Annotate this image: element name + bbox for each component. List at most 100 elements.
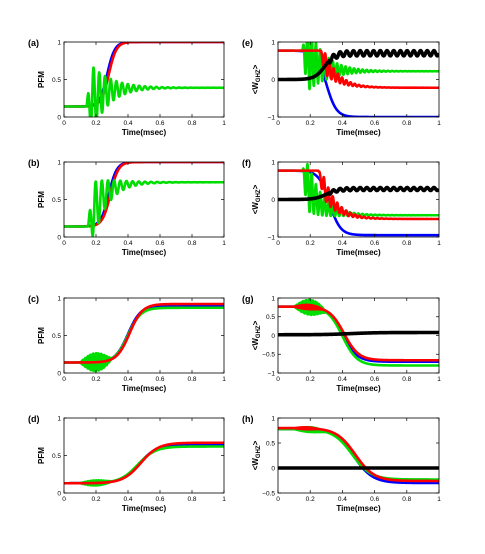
y-tick-label: 0	[57, 114, 61, 121]
series-line-4	[278, 185, 439, 202]
series-line-2	[278, 425, 439, 481]
x-tick-label: 0.4	[123, 496, 132, 503]
y-tick-label: 1	[271, 159, 275, 166]
y-tick-label: 1	[271, 39, 275, 46]
x-axis-label: Time(msec)	[122, 128, 167, 137]
x-tick-label: 0.6	[155, 496, 164, 503]
panel-c: 0 0.2 0.4 0.6 0.8 1 0 0.5 1 Time(msec) PFM (c)	[28, 294, 226, 393]
x-tick-label: 0.6	[370, 240, 379, 247]
x-axis-label: Time(msec)	[122, 248, 167, 257]
x-tick-label: 0.6	[370, 496, 379, 503]
y-tick-label: 0	[57, 490, 61, 497]
y-tick-label: 0.5	[266, 440, 275, 447]
x-tick-label: 0.8	[187, 496, 196, 503]
series-line-4	[278, 48, 439, 82]
x-tick-label: 0.4	[338, 496, 347, 503]
x-tick-label: 0.6	[155, 120, 164, 127]
x-tick-label: 1	[437, 240, 441, 247]
series-line-3	[278, 426, 439, 483]
y-tick-label: 0	[271, 333, 275, 340]
x-axis-label: Time(msec)	[336, 504, 381, 513]
series-line-3	[64, 441, 224, 485]
x-tick-label: 0	[62, 240, 66, 247]
x-tick-label: 0	[62, 496, 66, 503]
series-line-3	[64, 66, 224, 117]
x-axis-label: Time(msec)	[336, 384, 381, 393]
series-line-1	[278, 427, 439, 485]
panel-g: 0 0.2 0.4 0.6 0.8 1 −1 −0.5 0 0.5 1 Time(msec) <WGHZ…	[242, 294, 441, 393]
x-tick-label: 0.2	[306, 240, 315, 247]
x-tick-label: 0.8	[402, 120, 411, 127]
x-tick-label: 0.2	[91, 496, 100, 503]
y-tick-label: 1	[271, 415, 275, 422]
panel-label: (h)	[242, 414, 254, 424]
y-axis-label: PFM	[37, 71, 46, 88]
y-tick-label: 1	[57, 159, 61, 166]
y-tick-label: 0.5	[266, 314, 275, 321]
x-tick-label: 1	[222, 496, 226, 503]
series-line-3	[64, 302, 224, 364]
y-tick-label: −0.5	[262, 352, 275, 359]
x-tick-label: 0.4	[123, 376, 132, 383]
panel-label: (a)	[28, 38, 39, 48]
x-tick-label: 0	[276, 120, 280, 127]
x-tick-label: 0.4	[338, 120, 347, 127]
x-tick-label: 0	[276, 240, 280, 247]
x-tick-label: 1	[222, 240, 226, 247]
series-line-2	[278, 42, 439, 91]
x-tick-label: 0.8	[187, 120, 196, 127]
panel-a: 0 0.2 0.4 0.6 0.8 1 0 0.5 1 Time(msec) PFM (a)	[28, 38, 226, 137]
series-line-2	[64, 445, 224, 487]
x-tick-label: 0.8	[402, 496, 411, 503]
y-tick-label: −1	[268, 234, 276, 241]
panel-label: (f)	[242, 158, 251, 168]
y-tick-label: −1	[268, 114, 276, 121]
series-line-3	[278, 49, 439, 90]
series-line-2	[64, 306, 224, 373]
x-tick-label: 0	[62, 120, 66, 127]
y-axis-label: <WGHZ>	[251, 440, 262, 470]
series-line-3	[278, 303, 439, 362]
x-tick-label: 0.2	[91, 376, 100, 383]
x-tick-label: 0.2	[91, 240, 100, 247]
y-tick-label: 0.5	[52, 333, 61, 340]
y-tick-label: 0.5	[52, 77, 61, 84]
series-line-3	[278, 169, 439, 221]
panel-label: (d)	[28, 414, 40, 424]
panel-d: 0 0.2 0.4 0.6 0.8 1 0 0.5 1 Time(msec) PFM (d)	[28, 414, 226, 513]
x-tick-label: 0.4	[123, 120, 132, 127]
x-tick-label: 1	[437, 120, 441, 127]
y-tick-label: 1	[57, 39, 61, 46]
series-line-1	[64, 442, 224, 485]
x-tick-label: 1	[437, 376, 441, 383]
y-tick-label: 0.5	[52, 453, 61, 460]
y-tick-label: −0.5	[262, 490, 275, 497]
x-tick-label: 1	[222, 376, 226, 383]
panel-h: 0 0.2 0.4 0.6 0.8 1−0.500.51Time(msec)<WGHZ>(…	[242, 414, 441, 513]
series-line-1	[278, 169, 439, 237]
x-tick-label: 0.2	[306, 496, 315, 503]
series-line-2	[278, 298, 439, 367]
y-tick-label: 0	[271, 77, 275, 84]
x-tick-label: 0	[276, 496, 280, 503]
x-tick-label: 0.4	[338, 376, 347, 383]
y-tick-label: 0	[57, 370, 61, 377]
panel-label: (c)	[28, 294, 39, 304]
y-tick-label: 1	[271, 295, 275, 302]
y-tick-label: 0	[271, 465, 275, 472]
x-tick-label: 0.8	[402, 240, 411, 247]
y-axis-label: <WGHZ>	[251, 184, 262, 214]
x-tick-label: 0.4	[123, 240, 132, 247]
plot-frame	[277, 417, 440, 494]
y-tick-label: 0	[57, 234, 61, 241]
x-tick-label: 1	[437, 496, 441, 503]
y-tick-label: 0	[271, 197, 275, 204]
y-tick-label: −1	[268, 370, 276, 377]
x-tick-label: 0.2	[306, 120, 315, 127]
x-tick-label: 0.6	[155, 240, 164, 247]
x-tick-label: 0.8	[402, 376, 411, 383]
x-tick-label: 0.2	[91, 120, 100, 127]
panel-b: 0 0.2 0.4 0.6 0.8 1 0 0.5 1 Time(msec) PFM (b)	[28, 158, 226, 257]
